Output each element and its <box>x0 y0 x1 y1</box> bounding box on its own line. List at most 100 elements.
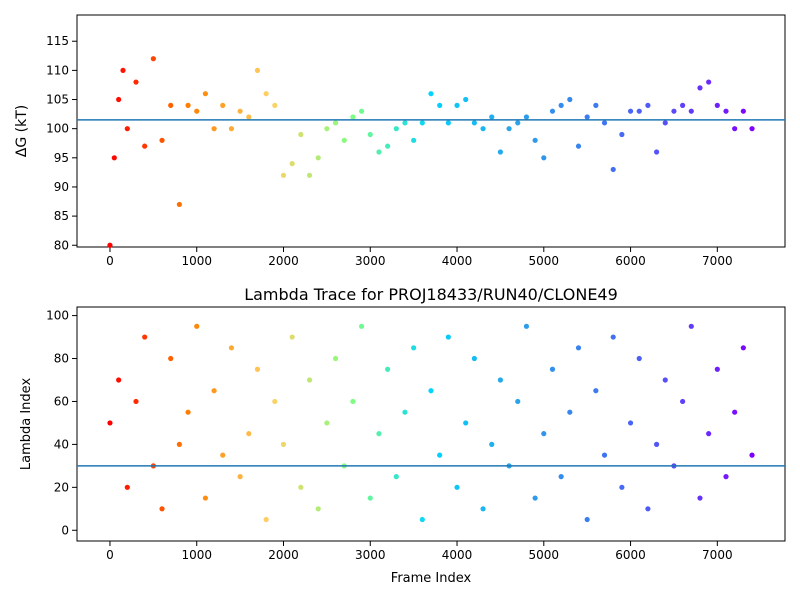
scatter-point <box>185 409 191 415</box>
scatter-point <box>601 452 608 458</box>
scatter-point <box>549 108 556 114</box>
scatter-point <box>393 126 399 132</box>
scatter-point <box>567 96 573 103</box>
scatter-point <box>315 155 321 161</box>
scatter-point <box>220 452 226 458</box>
scatter-point <box>358 323 365 329</box>
scatter-point <box>706 431 712 437</box>
scatter-point <box>463 96 469 103</box>
scatter-point <box>419 120 425 126</box>
scatter-point <box>697 495 703 501</box>
scatter-point <box>133 79 139 85</box>
scatter-point <box>723 108 729 114</box>
bottom-y-axis-label: Lambda Index <box>19 378 34 471</box>
scatter-point <box>636 355 642 362</box>
scatter-point <box>194 108 200 114</box>
scatter-point <box>367 131 373 138</box>
scatter-point <box>419 516 425 523</box>
scatter-point <box>332 355 339 362</box>
scatter-point <box>159 506 165 512</box>
scatter-point <box>428 91 434 97</box>
y-tick-label: 90 <box>54 180 69 194</box>
scatter-point <box>306 377 313 383</box>
y-tick-label: 80 <box>54 352 69 366</box>
scatter-point <box>228 126 235 132</box>
scatter-point <box>280 172 287 178</box>
top-ticks: 0 1000 2000 3000 4000 5000 6000 7000 80 85 90 95 100… <box>46 34 733 268</box>
x-tick-label: 7000 <box>702 254 733 268</box>
scatter-point <box>636 108 642 114</box>
scatter-point <box>228 345 235 351</box>
scatter-point <box>211 126 217 132</box>
scatter-point <box>428 388 434 394</box>
scatter-point <box>680 102 686 108</box>
scatter-point <box>489 114 495 120</box>
scatter-point <box>740 108 746 114</box>
bottom-plot-frame <box>76 306 786 542</box>
scatter-point <box>263 516 269 523</box>
scatter-point <box>558 102 564 108</box>
scatter-point <box>120 67 126 73</box>
x-tick-label: 2000 <box>268 548 299 562</box>
scatter-point <box>376 431 382 437</box>
x-tick-label: 0 <box>106 254 114 268</box>
scatter-point <box>385 143 391 149</box>
scatter-point <box>471 120 477 126</box>
scatter-point <box>124 126 130 132</box>
x-tick-label: 4000 <box>442 254 473 268</box>
scatter-point <box>246 114 252 120</box>
scatter-point <box>619 131 625 138</box>
scatter-point <box>523 114 530 120</box>
scatter-point <box>489 441 495 447</box>
x-tick-label: 1000 <box>181 548 212 562</box>
scatter-point <box>272 398 278 405</box>
scatter-point <box>194 323 200 329</box>
scatter-point <box>515 120 521 126</box>
y-tick-label: 85 <box>54 209 69 223</box>
scatter-point <box>732 409 738 415</box>
scatter-point <box>402 120 408 126</box>
scatter-point <box>176 441 182 447</box>
scatter-point <box>584 516 590 523</box>
y-tick-label: 100 <box>46 309 69 323</box>
scatter-point <box>220 102 226 108</box>
scatter-point <box>411 345 417 351</box>
scatter-point <box>107 420 113 426</box>
scatter-point <box>142 143 148 149</box>
x-tick-label: 4000 <box>442 548 473 562</box>
scatter-point <box>575 345 582 351</box>
scatter-point <box>437 452 443 458</box>
scatter-point <box>116 377 122 383</box>
scatter-point <box>263 91 269 97</box>
x-tick-label: 3000 <box>355 548 386 562</box>
x-tick-label: 0 <box>106 548 114 562</box>
y-tick-label: 115 <box>46 34 69 48</box>
scatter-point <box>697 85 703 91</box>
y-tick-label: 110 <box>46 63 69 77</box>
scatter-point <box>454 102 460 108</box>
scatter-point <box>289 334 295 340</box>
scatter-point <box>437 102 443 108</box>
y-tick-label: 80 <box>54 238 69 252</box>
x-tick-label: 2000 <box>268 254 299 268</box>
scatter-point <box>272 102 278 108</box>
scatter-point <box>601 120 608 126</box>
scatter-point <box>463 420 469 426</box>
scatter-point <box>497 149 504 155</box>
scatter-point <box>159 137 165 143</box>
scatter-point <box>645 506 651 512</box>
scatter-point <box>627 420 634 426</box>
scatter-point <box>506 126 512 132</box>
scatter-point <box>541 431 547 437</box>
scatter-point <box>385 366 391 372</box>
scatter-point <box>610 334 616 340</box>
scatter-point <box>150 56 156 62</box>
scatter-point <box>671 108 677 114</box>
x-tick-label: 6000 <box>615 548 646 562</box>
scatter-point <box>350 114 356 120</box>
scatter-point <box>315 506 321 512</box>
scatter-point <box>124 484 130 490</box>
scatter-point <box>653 441 660 447</box>
